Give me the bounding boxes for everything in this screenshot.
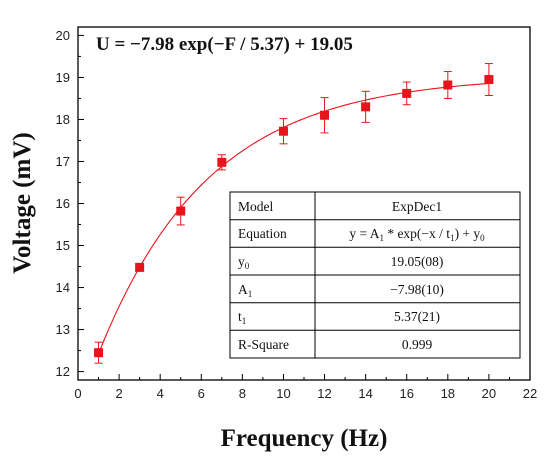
data-point: [443, 80, 453, 90]
data-points: [94, 63, 494, 364]
table-value-a1: −7.98(10): [390, 282, 444, 297]
table-value-equation: y = A1 * exp(−x / t1) + y0: [349, 226, 485, 243]
x-tick-label: 10: [276, 386, 290, 401]
fit-curve: [98, 82, 489, 354]
y-tick-label: 14: [56, 280, 70, 295]
data-point: [320, 110, 330, 120]
x-tick-label: 16: [399, 386, 413, 401]
y-tick-label: 12: [56, 364, 70, 379]
x-tick-label: 22: [523, 386, 537, 401]
data-point: [484, 75, 494, 85]
data-point: [176, 206, 186, 216]
x-tick-label: 6: [198, 386, 205, 401]
table-label-equation: Equation: [238, 226, 287, 241]
table-value-t1: 5.37(21): [394, 309, 440, 324]
table-label-model: Model: [238, 199, 273, 214]
y-tick-label: 20: [56, 28, 70, 43]
y-tick-label: 13: [56, 322, 70, 337]
x-tick-label: 8: [239, 386, 246, 401]
y-axis-ticks: 12 13 14 15 16 17 18 19 20: [56, 28, 84, 379]
data-point: [278, 126, 288, 136]
table-value-y0: 19.05(08): [391, 254, 444, 269]
chart-title: U = −7.98 exp(−F / 5.37) + 19.05: [96, 34, 353, 55]
data-point: [402, 88, 412, 98]
table-label-r-square: R-Square: [238, 337, 289, 352]
x-tick-label: 4: [157, 386, 164, 401]
table-value-r-square: 0.999: [402, 337, 433, 352]
data-point: [361, 102, 371, 112]
table-label-a1: A1: [238, 282, 252, 299]
table-label-y0: y0: [238, 254, 250, 271]
parameter-table: Model ExpDec1 Equation y = A1 * exp(−x /…: [229, 191, 521, 359]
x-tick-label: 0: [74, 386, 81, 401]
y-tick-label: 18: [56, 112, 70, 127]
x-axis-ticks: 0 2 4 6 8 10 12 14 16 18 20 22: [74, 374, 537, 401]
y-tick-label: 17: [56, 154, 70, 169]
table-value-model: ExpDec1: [392, 199, 442, 214]
x-axis-title: Frequency (Hz): [221, 425, 388, 452]
data-point: [135, 262, 145, 272]
y-tick-label: 16: [56, 196, 70, 211]
y-tick-label: 15: [56, 238, 70, 253]
x-tick-label: 12: [317, 386, 331, 401]
x-tick-label: 18: [441, 386, 455, 401]
y-tick-label: 19: [56, 70, 70, 85]
data-point: [94, 348, 104, 358]
data-point: [217, 157, 227, 167]
x-tick-label: 14: [358, 386, 372, 401]
y-axis-title: Voltage (mV): [9, 132, 36, 273]
x-tick-label: 20: [482, 386, 496, 401]
x-tick-label: 2: [115, 386, 122, 401]
table-label-t1: t1: [238, 309, 246, 326]
